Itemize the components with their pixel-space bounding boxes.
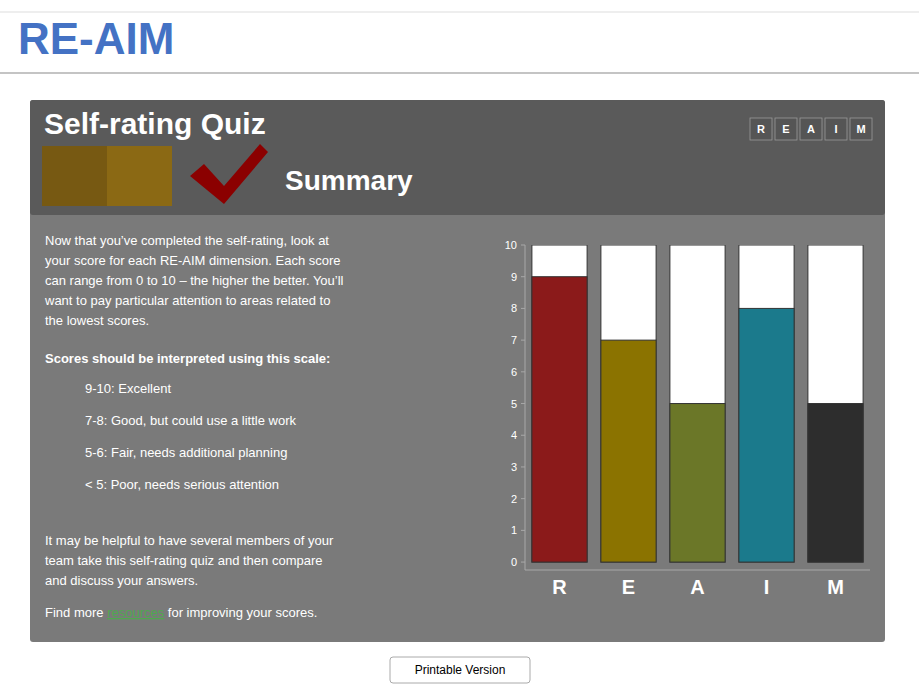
scale-header: Scores should be interpreted using this … <box>45 351 330 366</box>
body-text: It may be helpful to have several member… <box>45 533 334 588</box>
text-line: team take this self-rating quiz and then… <box>45 553 322 568</box>
y-tick-label: 2 <box>511 493 517 505</box>
link-post: for improving your scores. <box>164 605 317 620</box>
panel-header <box>30 100 885 215</box>
bar <box>808 404 863 563</box>
y-tick <box>521 435 525 436</box>
checkmark <box>190 144 268 204</box>
letter-box-label: E <box>782 123 789 135</box>
bar <box>532 277 587 562</box>
y-tick <box>521 466 525 467</box>
letter-box <box>800 118 822 140</box>
y-tick <box>521 498 525 499</box>
panel-header-title: Self-rating Quiz <box>44 107 266 140</box>
y-tick <box>521 340 525 341</box>
bar-track <box>601 245 656 562</box>
image-placeholder <box>42 146 172 206</box>
y-tick <box>521 403 525 404</box>
y-tick-label: 10 <box>505 239 517 251</box>
bar-track <box>670 245 725 562</box>
panel <box>30 100 885 642</box>
x-tick-label: E <box>622 576 635 598</box>
letter-box <box>825 118 847 140</box>
y-tick-label: 6 <box>511 366 517 378</box>
scale-item: 7-8: Good, but could use a little work <box>85 413 297 428</box>
button <box>390 657 530 683</box>
scale-item: 5-6: Fair, needs additional planning <box>85 445 287 460</box>
y-tick-label: 8 <box>511 302 517 314</box>
image-shade <box>42 146 107 206</box>
plot-area <box>532 245 863 562</box>
text-line: It may be helpful to have several member… <box>45 533 334 548</box>
letter-box-label: M <box>856 123 865 135</box>
text-line: your score for each RE-AIM dimension. Ea… <box>45 253 341 268</box>
page-canvas: RE-AIM Self-rating Quiz Summary R E A I M Now th… <box>0 0 919 700</box>
body-text: Now that you’ve completed the self-ratin… <box>44 233 344 328</box>
panel-subheader: Summary <box>285 165 413 196</box>
y-tick-label: 7 <box>511 334 517 346</box>
y-tick <box>521 245 525 246</box>
link: resources <box>107 605 165 620</box>
link-sentence: Find more resources for improving your s… <box>45 605 317 620</box>
bar-chart: 0 1 2 3 4 5 6 7 8 9 10 R E A I M <box>505 239 870 598</box>
x-axis-line <box>525 570 870 571</box>
y-axis-line <box>525 245 526 570</box>
x-tick-label: A <box>690 576 704 598</box>
x-tick-label: M <box>827 576 844 598</box>
y-tick <box>521 308 525 309</box>
letter-box-label: I <box>834 123 837 135</box>
title: RE-AIM <box>18 14 174 63</box>
y-tick <box>521 562 525 563</box>
text-line: want to pay particular attention to area… <box>44 293 330 308</box>
y-tick <box>521 276 525 277</box>
bar-track <box>532 245 587 562</box>
text-line: and discuss your answers. <box>45 573 198 588</box>
bar <box>601 340 656 562</box>
text-line: can range from 0 to 10 – the higher the … <box>45 273 344 288</box>
letter-box <box>850 118 872 140</box>
background <box>0 0 919 700</box>
y-tick-label: 5 <box>511 398 517 410</box>
y-tick-label: 3 <box>511 461 517 473</box>
bar-track <box>739 245 794 562</box>
letter-box-label: R <box>757 123 765 135</box>
top-rule <box>0 12 919 13</box>
page: {"chart_data": {"type": "bar", "title": … <box>0 0 919 700</box>
bar-track <box>808 245 863 562</box>
bar <box>670 404 725 563</box>
letter-box <box>750 118 772 140</box>
letter-box-label: A <box>807 123 815 135</box>
y-tick <box>521 530 525 531</box>
y-tick <box>521 371 525 372</box>
button-label: Printable Version <box>415 663 506 677</box>
link-pre: Find more <box>45 605 107 620</box>
y-tick-label: 4 <box>511 429 517 441</box>
scale-item: < 5: Poor, needs serious attention <box>85 477 279 492</box>
y-tick-label: 9 <box>511 271 517 283</box>
y-tick-label: 0 <box>511 556 517 568</box>
text-line: Now that you’ve completed the self-ratin… <box>45 233 329 248</box>
letter-box <box>775 118 797 140</box>
title-rule <box>0 72 919 74</box>
text-line: the lowest scores. <box>45 313 149 328</box>
bar <box>739 308 794 562</box>
x-tick-label: I <box>764 576 770 598</box>
x-tick-label: R <box>552 576 567 598</box>
scale-item: 9-10: Excellent <box>85 381 171 396</box>
y-tick-label: 1 <box>511 524 517 536</box>
